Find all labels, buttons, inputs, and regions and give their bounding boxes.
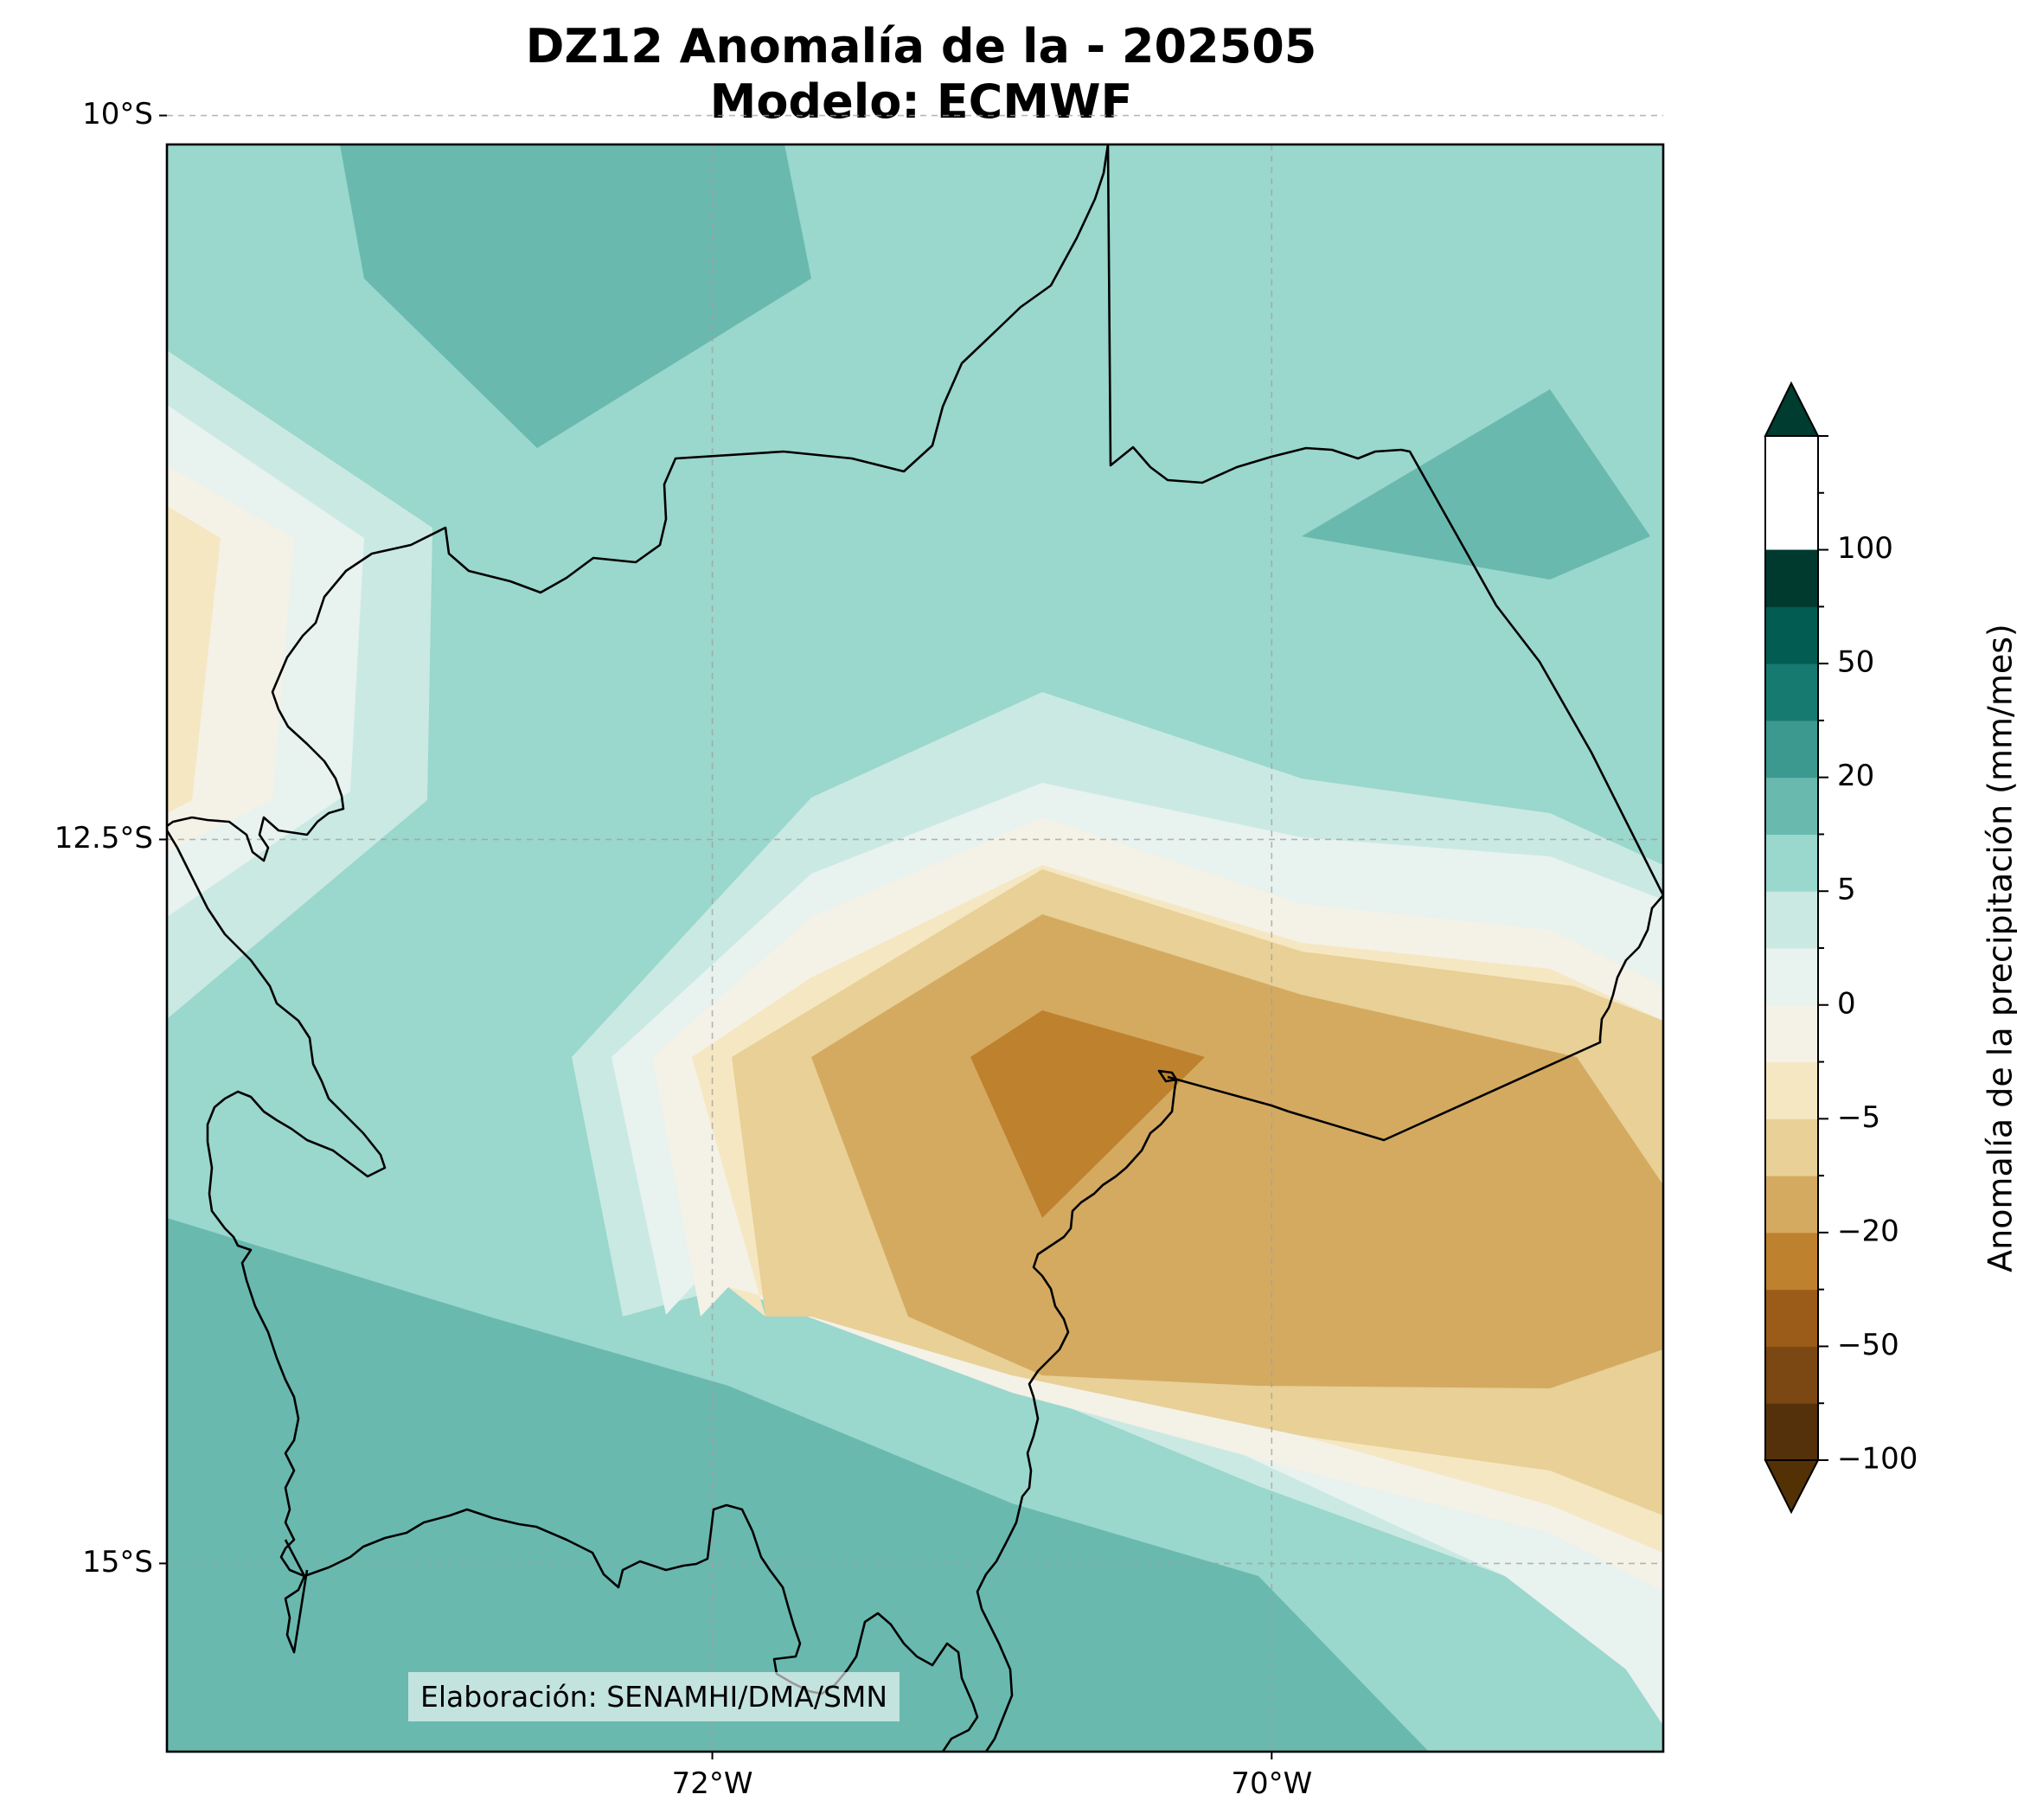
department-boundary <box>167 144 1110 862</box>
colorbar-bin <box>1765 1289 1818 1347</box>
lon-tick-label: 72°W <box>672 1766 753 1801</box>
contour-10-15-south <box>167 1218 1429 1752</box>
colorbar-bin <box>1765 1346 1818 1404</box>
colorbar-tick-label: −20 <box>1837 1214 1899 1248</box>
gridlines <box>167 114 1663 1752</box>
lat-tick-label: 12.5°S <box>54 821 153 856</box>
map-title: DZ12 Anomalía de la - 202505 Modelo: ECM… <box>0 19 1842 130</box>
colorbar-bin <box>1765 549 1818 607</box>
colorbar-bin <box>1765 1176 1818 1234</box>
credit-text: Elaboración: SENAMHI/DMA/SMN <box>408 1672 900 1721</box>
colorbar-bin <box>1765 1118 1818 1176</box>
country-border-bolivia <box>1167 894 1663 1142</box>
colorbar-label: Anomalía de la precipitación (mm/mes) <box>1982 624 2017 1272</box>
contour-center-neg20-neg15 <box>970 1010 1205 1218</box>
contour-10-15-east <box>1302 389 1650 580</box>
longitude-labels: 72°W 70°W <box>672 1752 1312 1801</box>
lat-tick-label: 10°S <box>82 97 153 131</box>
country-border-brazil <box>1106 144 1663 896</box>
anomaly-contours <box>167 144 1663 1752</box>
colorbar-bin <box>1765 948 1818 1006</box>
colorbar-bin <box>1765 834 1818 892</box>
colorbar-bin <box>1765 720 1818 779</box>
map-panel: 10°S 12.5°S 15°S 72°W 70°W <box>54 97 1665 1801</box>
colorbar-bin <box>1765 1061 1818 1119</box>
colorbar-tick-label: 0 <box>1837 986 1856 1021</box>
colorbar-bins <box>1765 549 1818 1461</box>
colorbar-tick-label: 50 <box>1837 645 1874 680</box>
department-boundary-east <box>976 1069 1178 1752</box>
colorbar-tick-label: 5 <box>1837 873 1856 907</box>
colorbar-tick-label: 20 <box>1837 759 1874 793</box>
colorbar-tick-label: −5 <box>1837 1100 1880 1135</box>
title-line-2: Modelo: ECMWF <box>709 74 1133 129</box>
title-line-1: DZ12 Anomalía de la - 202505 <box>525 19 1317 74</box>
colorbar-bin <box>1765 1403 1818 1461</box>
colorbar-bin <box>1765 891 1818 949</box>
colorbar-bin <box>1765 1232 1818 1291</box>
colorbar-over-arrow <box>1764 381 1820 437</box>
colorbar-tick-label: −100 <box>1837 1442 1918 1477</box>
contour-10-15-north <box>340 144 811 448</box>
colorbar-bin <box>1765 606 1818 664</box>
colorbar-bin <box>1765 1004 1818 1063</box>
department-boundary-south <box>284 1503 979 1752</box>
colorbar-bin <box>1765 663 1818 721</box>
map-frame <box>165 143 1665 1753</box>
lat-tick-label: 15°S <box>82 1545 153 1580</box>
colorbar-under-arrow <box>1764 1459 1820 1515</box>
contour-west-neg5-neg3 <box>167 506 221 813</box>
lon-tick-label: 70°W <box>1231 1766 1312 1801</box>
department-boundary-west <box>167 830 387 1654</box>
colorbar-tick-label: −50 <box>1837 1328 1899 1362</box>
colorbar-tick-label: 100 <box>1837 531 1893 566</box>
colorbar-bin <box>1765 777 1818 835</box>
latitude-labels: 10°S 12.5°S 15°S <box>54 97 167 1580</box>
